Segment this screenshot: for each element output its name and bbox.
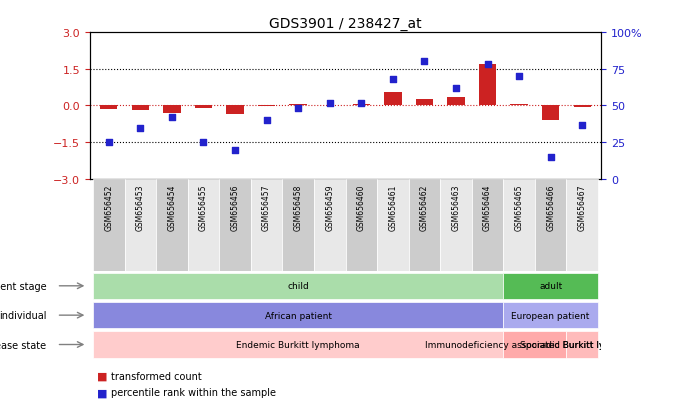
Text: GSM656457: GSM656457 xyxy=(262,184,271,230)
Text: ■: ■ xyxy=(97,371,107,381)
Text: African patient: African patient xyxy=(265,311,332,320)
Point xyxy=(103,140,114,146)
Point xyxy=(482,62,493,69)
Text: Immunodeficiency associated Burkitt lymphoma: Immunodeficiency associated Burkitt lymp… xyxy=(425,340,645,349)
Text: adult: adult xyxy=(539,282,562,291)
FancyBboxPatch shape xyxy=(346,179,377,271)
Text: GSM656465: GSM656465 xyxy=(515,184,524,230)
Bar xyxy=(384,93,401,106)
Point xyxy=(167,115,178,121)
FancyBboxPatch shape xyxy=(503,302,598,329)
Bar xyxy=(227,106,244,115)
Text: GSM656463: GSM656463 xyxy=(451,184,460,230)
Text: ■: ■ xyxy=(97,387,107,397)
Bar xyxy=(290,105,307,106)
FancyBboxPatch shape xyxy=(503,179,535,271)
Bar xyxy=(542,106,559,121)
Text: GSM656456: GSM656456 xyxy=(231,184,240,230)
FancyBboxPatch shape xyxy=(503,273,598,299)
FancyBboxPatch shape xyxy=(124,179,156,271)
Text: percentile rank within the sample: percentile rank within the sample xyxy=(111,387,276,397)
Point xyxy=(229,147,240,154)
Text: GSM656458: GSM656458 xyxy=(294,184,303,230)
FancyBboxPatch shape xyxy=(251,179,283,271)
Point xyxy=(545,154,556,161)
Bar xyxy=(258,106,275,107)
Text: development stage: development stage xyxy=(0,281,46,291)
Bar xyxy=(163,106,180,114)
Text: GSM656467: GSM656467 xyxy=(578,184,587,230)
Title: GDS3901 / 238427_at: GDS3901 / 238427_at xyxy=(269,17,422,31)
Point xyxy=(451,85,462,92)
FancyBboxPatch shape xyxy=(93,179,124,271)
FancyBboxPatch shape xyxy=(377,179,408,271)
Point xyxy=(388,76,399,83)
Point xyxy=(577,122,588,128)
FancyBboxPatch shape xyxy=(535,179,567,271)
FancyBboxPatch shape xyxy=(93,332,503,358)
Point xyxy=(513,74,524,80)
Text: GSM656464: GSM656464 xyxy=(483,184,492,230)
Bar xyxy=(416,100,433,106)
FancyBboxPatch shape xyxy=(472,179,503,271)
Bar xyxy=(574,106,591,107)
Text: child: child xyxy=(287,282,309,291)
Point xyxy=(356,100,367,107)
FancyBboxPatch shape xyxy=(567,332,598,358)
FancyBboxPatch shape xyxy=(93,273,503,299)
Point xyxy=(261,118,272,124)
Bar xyxy=(447,98,464,106)
Text: GSM656460: GSM656460 xyxy=(357,184,366,230)
FancyBboxPatch shape xyxy=(503,332,567,358)
Text: transformed count: transformed count xyxy=(111,371,201,381)
Text: GSM656452: GSM656452 xyxy=(104,184,113,230)
Text: Endemic Burkitt lymphoma: Endemic Burkitt lymphoma xyxy=(236,340,360,349)
Point xyxy=(292,106,303,112)
FancyBboxPatch shape xyxy=(283,179,314,271)
Bar xyxy=(511,105,528,106)
Bar xyxy=(132,106,149,111)
Bar xyxy=(100,106,117,110)
FancyBboxPatch shape xyxy=(440,179,472,271)
FancyBboxPatch shape xyxy=(219,179,251,271)
Text: GSM656454: GSM656454 xyxy=(167,184,176,230)
Text: GSM656466: GSM656466 xyxy=(546,184,555,230)
FancyBboxPatch shape xyxy=(93,302,503,329)
FancyBboxPatch shape xyxy=(156,179,188,271)
Text: GSM656462: GSM656462 xyxy=(420,184,429,230)
Text: European patient: European patient xyxy=(511,311,590,320)
Point xyxy=(324,100,335,107)
Text: disease state: disease state xyxy=(0,339,46,350)
FancyBboxPatch shape xyxy=(188,179,219,271)
Text: GSM656459: GSM656459 xyxy=(325,184,334,230)
Text: Sporadic Burkitt lymphoma: Sporadic Burkitt lymphoma xyxy=(520,340,644,349)
Text: GSM656461: GSM656461 xyxy=(388,184,397,230)
Point xyxy=(419,59,430,66)
Text: GSM656455: GSM656455 xyxy=(199,184,208,230)
Point xyxy=(135,125,146,131)
Text: GSM656453: GSM656453 xyxy=(136,184,145,230)
Bar xyxy=(352,104,370,106)
Text: individual: individual xyxy=(0,311,46,320)
Bar xyxy=(195,106,212,109)
FancyBboxPatch shape xyxy=(408,179,440,271)
Bar xyxy=(479,65,496,106)
FancyBboxPatch shape xyxy=(314,179,346,271)
Point xyxy=(198,140,209,146)
FancyBboxPatch shape xyxy=(567,179,598,271)
